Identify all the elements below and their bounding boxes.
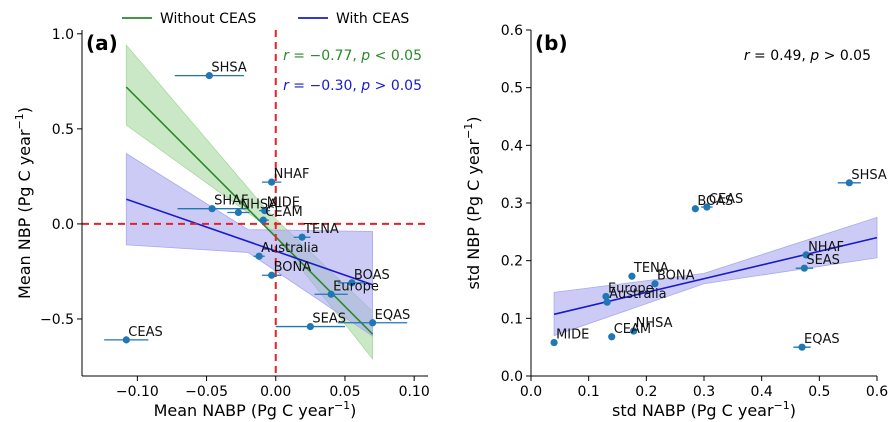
point-label-mide: MIDE [556,328,589,343]
y-tick-label: −0.5 [40,312,74,328]
y-tick-label: 0.3 [501,196,523,212]
stat-annotation-0: r = 0.49, p > 0.05 [744,48,871,64]
point-label-boas: BOAS [354,268,390,283]
x-tick-label: 0.6 [866,384,888,400]
point-label-australia: Australia [609,287,667,302]
data-point-seas [306,322,314,331]
data-point-tena [628,272,636,280]
x-axis-label: Mean NABP (Pg C year−1) [154,399,357,420]
point-label-ceam: CEAM [614,322,651,337]
data-point-ceam [608,333,616,341]
y-axis-label: std NBP (Pg C year−1) [462,116,483,289]
point-label-bona: BONA [657,269,695,284]
data-point-shsa [845,179,853,187]
y-tick-label: 0.2 [501,254,523,270]
data-point-ceas [122,336,130,344]
legend-svg: Without CEAS With CEAS [122,11,409,27]
x-tick-label: 0.4 [751,384,773,400]
data-point-bona [651,280,659,288]
point-label-shaf: SHAF [214,194,248,209]
legend-label-without-ceas: Without CEAS [160,11,256,27]
point-label-australia: Australia [261,241,319,256]
data-point-eqas [369,319,377,327]
panel-b: SHSABOASCEASNHAFSEASTENABONAEuropeAustra… [462,23,888,420]
data-point-mide [261,207,269,215]
y-tick-label: 1.0 [52,27,74,43]
point-label-nhsa: NHSA [636,316,673,331]
data-point-nhaf [268,178,276,186]
data-point-australia [603,298,611,306]
point-label-ceas: CEAS [709,192,743,207]
point-label-europe: Europe [333,279,379,294]
point-label-ceas: CEAS [128,325,162,340]
x-tick-label: 0.5 [808,384,830,400]
y-tick-label: 0.4 [501,138,523,154]
fit-line-with-ceas [126,198,373,286]
stat-annotation-0: r = −0.77, p < 0.05 [283,48,422,64]
y-tick-label: 0.6 [501,23,523,39]
data-point-mide [550,338,558,347]
data-point-europe [602,292,610,301]
point-label-eqas: EQAS [804,332,840,347]
point-label-seas: SEAS [312,312,346,327]
point-label-seas: SEAS [806,253,840,268]
data-point-bona [268,271,276,279]
x-tick-label: 0.2 [635,384,657,400]
data-point-europe [327,290,335,298]
x-axis-label: std NABP (Pg C year−1) [612,399,796,420]
x-tick-label: −0.10 [116,384,159,400]
data-point-nhsa [630,327,638,335]
point-label-shsa: SHSA [211,61,247,76]
data-point-shsa [205,72,213,80]
point-label-bona: BONA [274,260,312,275]
x-tick-label: 0.00 [260,384,291,400]
y-tick-label: 0.5 [501,81,523,97]
y-tick-label: 0.0 [501,369,523,385]
point-label-ceam: CEAM [265,205,302,220]
x-tick-label: 0.05 [329,384,360,400]
point-label-eqas: EQAS [375,308,411,323]
data-point-nhaf [802,251,810,259]
legend-label-with-ceas: With CEAS [336,11,409,27]
x-tick-label: 0.3 [693,384,715,400]
data-point-ceam [259,216,267,224]
point-label-europe: Europe [608,281,654,296]
data-point-shaf [208,205,216,213]
data-point-nhsa [234,208,242,217]
legend: Without CEAS With CEAS [118,4,448,30]
y-axis-label: Mean NBP (Pg C year−1) [13,107,34,299]
data-point-australia [255,252,263,260]
x-tick-label: 0.10 [399,384,430,400]
panel-label-b: (b) [535,31,568,55]
panel-label-a: (a) [86,31,118,55]
x-tick-label: 0.0 [520,384,542,400]
data-point-ceas [703,203,711,211]
x-tick-label: −0.05 [185,384,228,400]
point-label-nhaf: NHAF [808,240,844,255]
stat-annotation-1: r = −0.30, p > 0.05 [283,78,422,94]
y-tick-label: 0.1 [501,311,523,327]
point-label-nhaf: NHAF [274,167,310,182]
data-point-boas [691,205,699,213]
x-tick-label: 0.1 [578,384,600,400]
data-point-eqas [798,343,806,351]
point-label-mide: MIDE [267,196,300,211]
data-point-boas [348,279,356,287]
confidence-band-with-ceas [125,152,374,337]
y-tick-label: 0.0 [52,217,74,233]
point-label-nhsa: NHSA [240,198,277,213]
point-label-shsa: SHSA [851,168,887,183]
point-label-tena: TENA [633,261,669,276]
data-point-seas [800,264,808,272]
data-point-tena [298,233,306,241]
point-label-tena: TENA [303,222,339,237]
y-tick-label: 0.5 [52,122,74,138]
